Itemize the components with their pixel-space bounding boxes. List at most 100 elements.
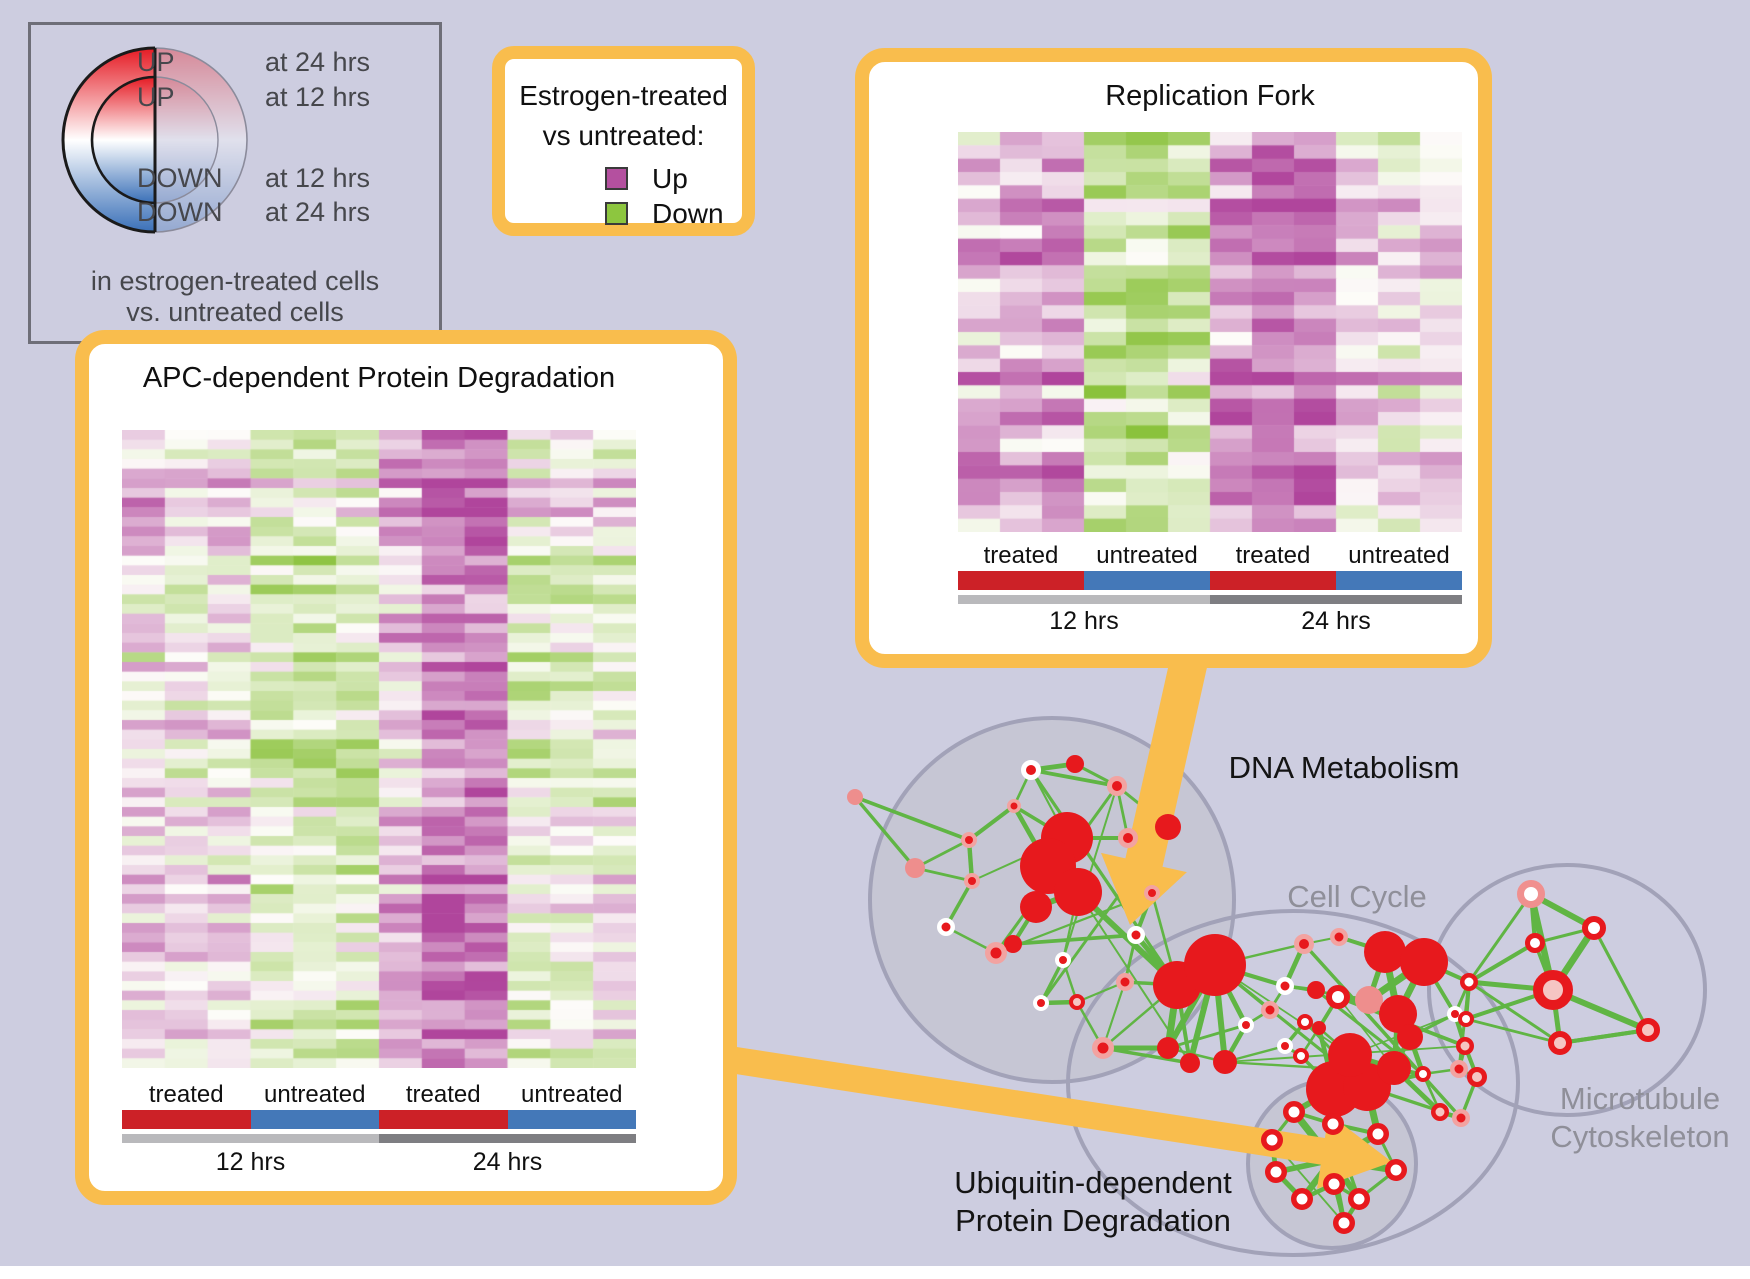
group-label-untreated: untreated <box>521 1081 623 1108</box>
legend-footer-line1: in estrogen-treated cells <box>90 266 380 296</box>
gene-node-rw <box>1322 1113 1344 1135</box>
gene-node-pr <box>1261 1001 1279 1019</box>
up-down-gradient-rings-icon <box>61 46 250 236</box>
gene-node-rw <box>1283 1101 1305 1123</box>
group-label-treated: treated <box>1235 542 1311 569</box>
group-label-untreated: untreated <box>1096 542 1198 569</box>
bottom-margin-strip <box>0 1266 1750 1279</box>
down-label: Down <box>652 198 724 229</box>
replication-fork-heatmap <box>958 132 1462 532</box>
network-edge <box>1592 927 1650 1031</box>
gene-node-rw <box>1291 1188 1313 1210</box>
time-bar-segment <box>1210 595 1462 604</box>
gene-node-rw <box>1265 1161 1287 1183</box>
gene-node-solid <box>1066 755 1084 773</box>
arrow-apc-to-ubiquitin <box>730 1046 1392 1189</box>
network-edge <box>853 795 917 870</box>
legend-word-up-24: UP <box>137 47 175 77</box>
gene-node-sp <box>905 858 925 878</box>
gene-node-wr <box>1033 995 1049 1011</box>
network-nodes <box>847 755 1660 1234</box>
gene-node-solid <box>1020 891 1052 923</box>
time-bar-segment <box>379 1134 636 1143</box>
gene-node-sp <box>1355 986 1383 1014</box>
legend-time-down-24: at 24 hrs <box>265 197 371 227</box>
treatment-bar-segment <box>958 571 1084 590</box>
network-edge <box>1559 1028 1649 1045</box>
ubiquitin-label-line2: Protein Degradation <box>955 1203 1231 1238</box>
gene-node-rp <box>1467 1067 1487 1087</box>
network-edge <box>854 795 970 842</box>
treatment-bar-segment <box>1084 571 1210 590</box>
network-edge <box>914 838 970 870</box>
arrow-replication-fork-to-dna <box>1101 647 1210 925</box>
gene-node-pr <box>964 873 980 889</box>
gene-node-pr <box>985 942 1007 964</box>
gene-node-wr <box>1127 926 1145 944</box>
network-edge <box>1012 933 1137 946</box>
dna-metabolism-label: DNA Metabolism <box>1228 750 1460 785</box>
network-edge <box>1302 942 1463 1120</box>
gene-node-pr <box>1330 928 1348 946</box>
gene-node-solid <box>1400 938 1448 986</box>
group-label-treated: treated <box>983 542 1059 569</box>
gene-node-pr <box>1294 934 1314 954</box>
gene-node-rw <box>1261 1129 1283 1151</box>
network-edge <box>1465 1017 1561 1045</box>
legend-word-down-24: DOWN <box>137 197 223 227</box>
gene-node-rw <box>1460 973 1478 991</box>
gene-node-rw <box>1385 1159 1407 1181</box>
microtubule-label-line1: Microtubule <box>1559 1081 1721 1116</box>
treatment-bar-segment <box>1336 571 1462 590</box>
cluster-circle-cell-cycle <box>1066 909 1520 1257</box>
gene-node-solid <box>1004 935 1022 953</box>
time-label-12hrs: 12 hrs <box>215 1148 286 1176</box>
microtubule-cytoskeleton-label: Microtubule Cytoskeleton <box>1490 1080 1750 1156</box>
gene-node-rw <box>1367 1123 1389 1145</box>
gene-node-wr <box>1055 952 1071 968</box>
gene-node-pr <box>1107 776 1127 796</box>
cluster-circle-microtubule-cytoskeleton <box>1427 863 1707 1117</box>
gene-node-rw <box>1333 1212 1355 1234</box>
legend-word-down-12: DOWN <box>137 163 223 193</box>
gene-node-pr <box>1007 799 1021 813</box>
up-label: Up <box>652 163 688 194</box>
gene-node-wr <box>1238 1017 1254 1033</box>
network-edge <box>1467 893 1533 983</box>
gene-node-solid <box>1377 1051 1411 1085</box>
cell-cycle-label: Cell Cycle <box>1287 879 1427 914</box>
gene-node-wr <box>1277 1038 1293 1054</box>
gene-node-pr <box>1118 828 1138 848</box>
gene-node-solid <box>1180 1053 1200 1073</box>
group-label-untreated: untreated <box>264 1081 366 1108</box>
time-label-24hrs: 24 hrs <box>472 1148 543 1176</box>
gene-node-rp <box>1431 1103 1449 1121</box>
legend-time-24: at 24 hrs <box>265 47 371 77</box>
gene-node-rw <box>1323 1173 1345 1195</box>
gene-node-pr <box>1116 973 1134 991</box>
gene-node-rw <box>1348 1188 1370 1210</box>
gene-node-pr <box>1452 1109 1470 1127</box>
gradient-legend-box: UP at 24 hrs UP at 12 hrs DOWN at 12 hrs… <box>28 22 442 344</box>
gene-node-solid <box>1312 1021 1326 1035</box>
gene-node-solid <box>1328 1033 1372 1077</box>
network-edge <box>1167 1023 1247 1050</box>
gene-node-rw <box>1458 1011 1474 1027</box>
apc-degradation-title: APC-dependent Protein Degradation <box>142 362 616 394</box>
gene-node-solid <box>1157 1037 1179 1059</box>
gene-node-solid <box>1397 1024 1423 1050</box>
gene-node-pr <box>1450 1060 1468 1078</box>
gene-node-wr <box>1276 977 1294 995</box>
treatment-bar-segment <box>507 1110 636 1129</box>
legend-word-up-12: UP <box>137 82 175 112</box>
legend-footer-line2: vs. untreated cells <box>126 297 344 327</box>
color-key-box: Estrogen-treated vs untreated: Up Down <box>492 46 755 236</box>
gene-node-rw <box>1582 916 1606 940</box>
group-label-treated: treated <box>148 1081 224 1108</box>
treatment-bar-segment <box>122 1110 251 1129</box>
legend-time-12: at 12 hrs <box>265 82 371 112</box>
color-key-title-line2: vs untreated: <box>542 120 705 151</box>
gene-node-solid <box>1364 931 1406 973</box>
group-label-treated: treated <box>405 1081 481 1108</box>
